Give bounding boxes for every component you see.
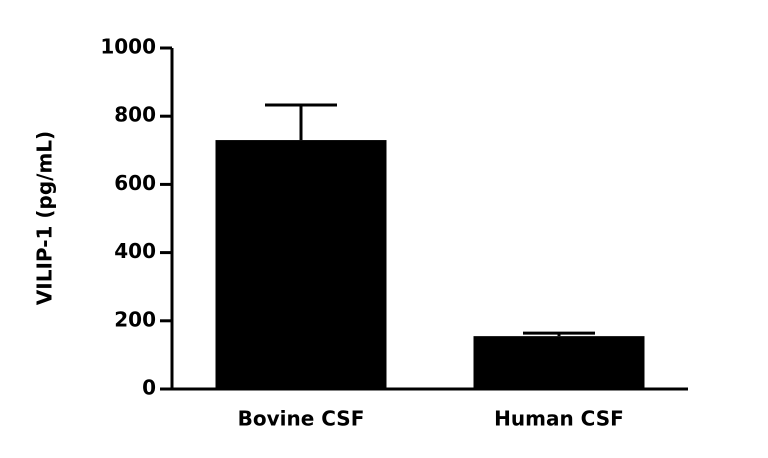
y-tick-label: 400 bbox=[114, 239, 156, 263]
y-tick-label: 200 bbox=[114, 307, 156, 331]
y-tick-label: 800 bbox=[114, 103, 156, 127]
x-tick-label: Human CSF bbox=[494, 407, 624, 431]
y-tick-label: 0 bbox=[142, 376, 156, 400]
bar bbox=[473, 336, 645, 389]
y-tick-label: 600 bbox=[114, 171, 156, 195]
bar bbox=[215, 140, 387, 389]
y-axis-label: VILIP-1 (pg/mL) bbox=[33, 131, 57, 305]
x-tick-label: Bovine CSF bbox=[238, 407, 365, 431]
y-tick-label: 1000 bbox=[100, 35, 156, 59]
